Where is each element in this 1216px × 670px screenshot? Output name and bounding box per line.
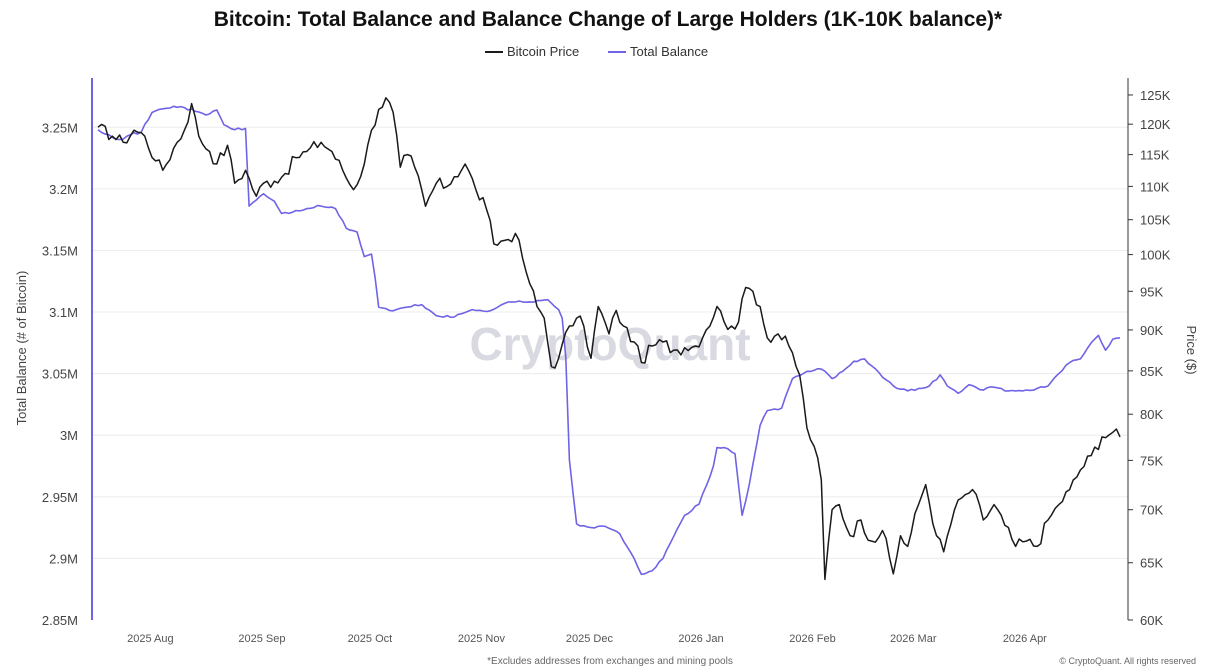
right-tick-label: 75K: [1140, 453, 1163, 468]
right-tick-label: 120K: [1140, 117, 1171, 132]
x-tick-label: 2025 Aug: [127, 633, 174, 645]
x-tick-label: 2025 Oct: [348, 633, 393, 645]
x-tick-label: 2026 Mar: [890, 633, 937, 645]
x-tick-label: 2025 Sep: [238, 633, 285, 645]
left-tick-label: 3.05M: [42, 367, 78, 382]
legend: Bitcoin Price Total Balance: [485, 44, 708, 59]
legend-label-bitcoin-price: Bitcoin Price: [507, 44, 579, 59]
right-tick-label: 105K: [1140, 213, 1171, 228]
right-tick-label: 125K: [1140, 88, 1171, 103]
right-axis-ticks: 125K 120K 115K 110K 105K 100K 95K 90K 85K 80K 75K 7…: [1128, 88, 1171, 628]
x-axis-ticks: 2025 Aug 2025 Sep 2025 Oct 2025 Nov 2025 Dec…: [127, 633, 1047, 645]
y-axis-label-right: Price ($): [1184, 325, 1199, 374]
left-tick-label: 2.9M: [49, 551, 78, 566]
series-total-balance: [97, 105, 1121, 576]
copyright: © CryptoQuant. All rights reserved: [1059, 656, 1196, 666]
left-tick-label: 2.95M: [42, 490, 78, 505]
right-tick-label: 90K: [1140, 323, 1163, 338]
watermark: CryptoQuant: [469, 318, 750, 370]
left-tick-label: 3M: [60, 428, 78, 443]
left-tick-label: 3.1M: [49, 305, 78, 320]
left-tick-label: 2.85M: [42, 613, 78, 628]
right-tick-label: 80K: [1140, 407, 1163, 422]
right-tick-label: 115K: [1140, 148, 1170, 163]
x-tick-label: 2026 Jan: [678, 633, 723, 645]
left-tick-label: 3.15M: [42, 243, 78, 258]
gridlines: [92, 126, 1128, 559]
chart-title: Bitcoin: Total Balance and Balance Chang…: [214, 8, 1003, 31]
left-tick-label: 3.2M: [49, 182, 78, 197]
right-tick-label: 110K: [1140, 179, 1170, 194]
x-tick-label: 2025 Dec: [566, 633, 614, 645]
y-axis-label-left: Total Balance (# of Bitcoin): [14, 271, 29, 426]
right-tick-label: 60K: [1140, 613, 1163, 628]
x-tick-label: 2025 Nov: [458, 633, 506, 645]
right-tick-label: 100K: [1140, 248, 1171, 263]
left-tick-label: 3.25M: [42, 120, 78, 135]
x-tick-label: 2026 Feb: [789, 633, 835, 645]
right-tick-label: 65K: [1140, 556, 1163, 571]
right-tick-label: 95K: [1140, 284, 1163, 299]
left-axis-ticks: 3.25M 3.2M 3.15M 3.1M 3.05M 3M 2.95M 2.9M 2.85M: [42, 120, 78, 628]
right-tick-label: 70K: [1140, 503, 1163, 518]
right-tick-label: 85K: [1140, 364, 1163, 379]
series-bitcoin-price: [97, 97, 1121, 581]
x-tick-label: 2026 Apr: [1003, 633, 1047, 645]
legend-label-total-balance: Total Balance: [630, 44, 708, 59]
footnote: *Excludes addresses from exchanges and m…: [487, 656, 733, 667]
